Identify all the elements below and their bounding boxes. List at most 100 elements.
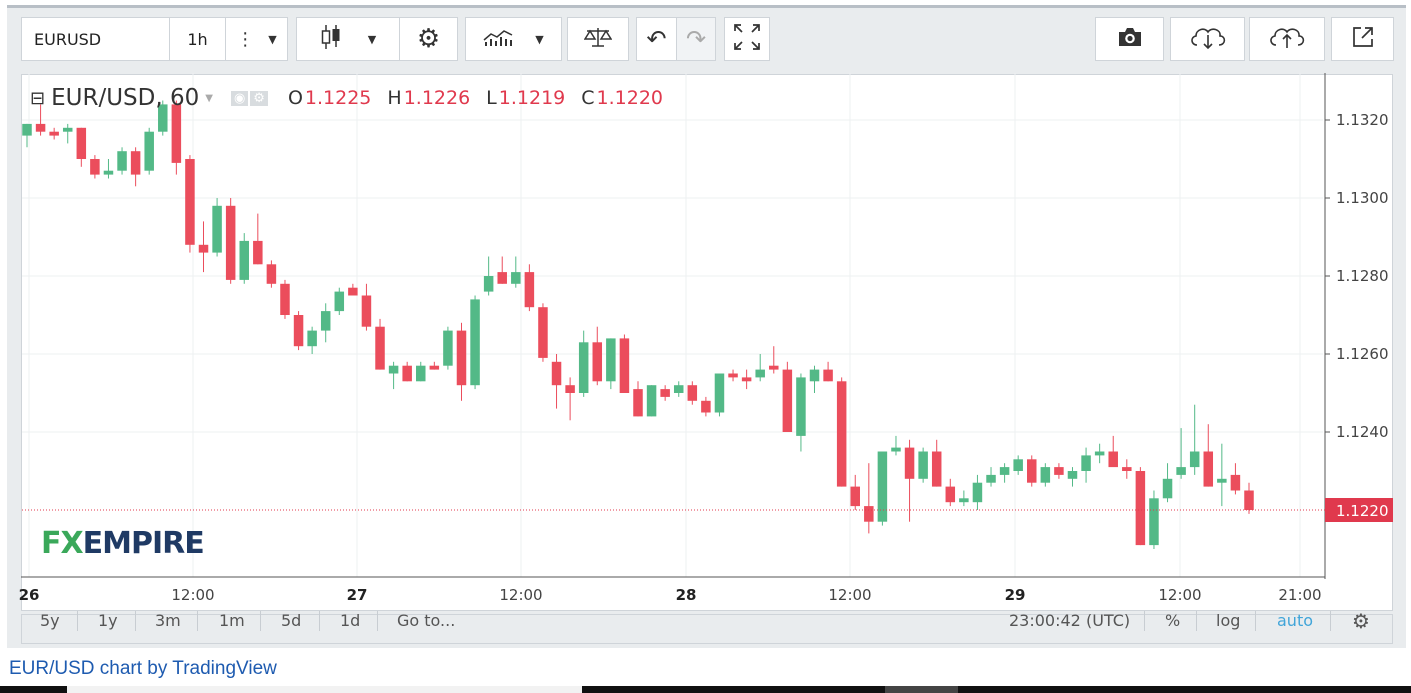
candle-body (972, 482, 983, 503)
gear-icon[interactable]: ⚙ (1352, 609, 1370, 633)
legend-high-label: H (387, 87, 402, 109)
vertical-dots-icon: ⋮ (236, 28, 255, 50)
divider (260, 611, 261, 631)
candle-body (931, 451, 942, 487)
page-footer-strip (0, 686, 1411, 693)
symbol-label: EURUSD (34, 29, 102, 49)
chart-pane[interactable] (21, 74, 1393, 611)
candle-body (1149, 498, 1159, 546)
range-1y-button[interactable]: 1y (98, 611, 118, 630)
candle-body (1108, 451, 1118, 468)
legend-high-value: 1.1226 (403, 87, 471, 109)
redo-icon: ↷ (685, 25, 707, 53)
range-1m-button[interactable]: 1m (219, 611, 245, 630)
range-5y-button[interactable]: 5y (40, 611, 60, 630)
candle-body (701, 400, 711, 413)
candle-body (320, 311, 331, 331)
range-3m-button[interactable]: 3m (155, 611, 181, 630)
x-tick-label: 29 (1005, 586, 1026, 604)
candle-body (1067, 471, 1078, 479)
candle-body (687, 385, 698, 401)
chevron-down-icon: ▼ (367, 32, 377, 46)
settings-button[interactable]: ⚙ (399, 17, 458, 61)
candle-body (280, 283, 290, 315)
tradingview-credit-link[interactable]: EUR/USD chart by TradingView (9, 658, 277, 679)
candle-body (361, 295, 372, 327)
candle-body (646, 385, 657, 417)
candle-body (728, 373, 738, 378)
load-chart-button[interactable] (1170, 17, 1245, 61)
divider (1196, 611, 1197, 631)
candle-body (239, 240, 249, 280)
y-tick-label: 1.1280 (1336, 267, 1389, 285)
save-chart-button[interactable] (1249, 17, 1325, 61)
popout-button[interactable] (1331, 17, 1394, 61)
gear-icon: ⚙ (416, 24, 441, 54)
goto-button[interactable]: Go to... (397, 611, 456, 630)
candle-body (49, 131, 59, 136)
candle-body (592, 342, 603, 382)
candle-body (1094, 451, 1105, 456)
legend-low-label: L (486, 87, 497, 109)
candle-body (90, 159, 100, 175)
fullscreen-button[interactable] (724, 17, 770, 61)
candle-body (864, 506, 874, 522)
candle-body (1176, 467, 1186, 475)
fxempire-logo: FXEMPIRE (41, 526, 205, 561)
y-tick-label: 1.1300 (1336, 189, 1389, 207)
symbol-search-button[interactable]: EURUSD (21, 17, 170, 61)
candle-body (850, 486, 860, 507)
candle-body (904, 447, 915, 479)
collapse-legend-icon[interactable]: ⊟ (30, 87, 46, 109)
candle-body (1203, 451, 1214, 487)
candle-body (144, 131, 154, 171)
candle-body (606, 338, 616, 382)
candle-body (212, 205, 222, 253)
legend-close-value: 1.1220 (596, 87, 664, 109)
cloud-upload-icon (1267, 23, 1307, 55)
last-price-label: 1.1220 (1336, 502, 1389, 520)
candle-body (782, 369, 793, 432)
auto-toggle[interactable]: auto (1277, 611, 1314, 630)
indicators-button[interactable]: ▼ (465, 17, 562, 61)
gear-icon[interactable]: ⚙ (250, 90, 268, 106)
divider (1255, 611, 1256, 631)
candle-body (35, 123, 46, 132)
candle-body (348, 287, 358, 296)
legend-open-value: 1.1225 (304, 87, 372, 109)
log-toggle[interactable]: log (1216, 611, 1241, 630)
divider (197, 611, 198, 631)
interval-dropdown-button[interactable]: ⋮ ▼ (225, 17, 288, 61)
candle-body (551, 361, 562, 386)
candle-body (76, 127, 87, 159)
legend-dropdown-icon[interactable]: ▼ (205, 92, 213, 104)
candle-body (443, 330, 453, 366)
eye-icon[interactable]: ◉ (230, 90, 249, 106)
range-5d-button[interactable]: 5d (281, 611, 302, 630)
candle-body (1217, 478, 1227, 483)
candle-body (836, 381, 847, 487)
redo-button[interactable]: ↷ (676, 17, 716, 61)
x-tick-label: 21:00 (1278, 586, 1321, 604)
candle-body (524, 272, 535, 308)
chart-style-button[interactable]: ▼ (296, 17, 400, 61)
interval-label: 1h (187, 29, 208, 49)
range-1d-button[interactable]: 1d (340, 611, 361, 630)
candle-body (130, 151, 141, 175)
compare-button[interactable] (567, 17, 629, 61)
candle-body (266, 264, 277, 284)
candle-body (1135, 471, 1146, 546)
snapshot-button[interactable] (1095, 17, 1164, 61)
candle-body (673, 385, 684, 393)
candle-body (959, 498, 969, 503)
candle-body (103, 170, 114, 175)
candle-body (416, 365, 426, 382)
candle-body (1027, 459, 1037, 483)
percent-toggle[interactable]: % (1165, 611, 1181, 630)
undo-button[interactable]: ↶ (636, 17, 677, 61)
utc-clock[interactable]: 23:00:42 (UTC) (1009, 611, 1131, 630)
candle-body (375, 326, 385, 370)
candle-body (796, 377, 806, 436)
candle-body (1162, 478, 1173, 499)
chart-legend: ⊟ EUR/USD, 60 ▼ ◉ ⚙ O 1.1225 H 1.1226 L … (30, 84, 663, 112)
